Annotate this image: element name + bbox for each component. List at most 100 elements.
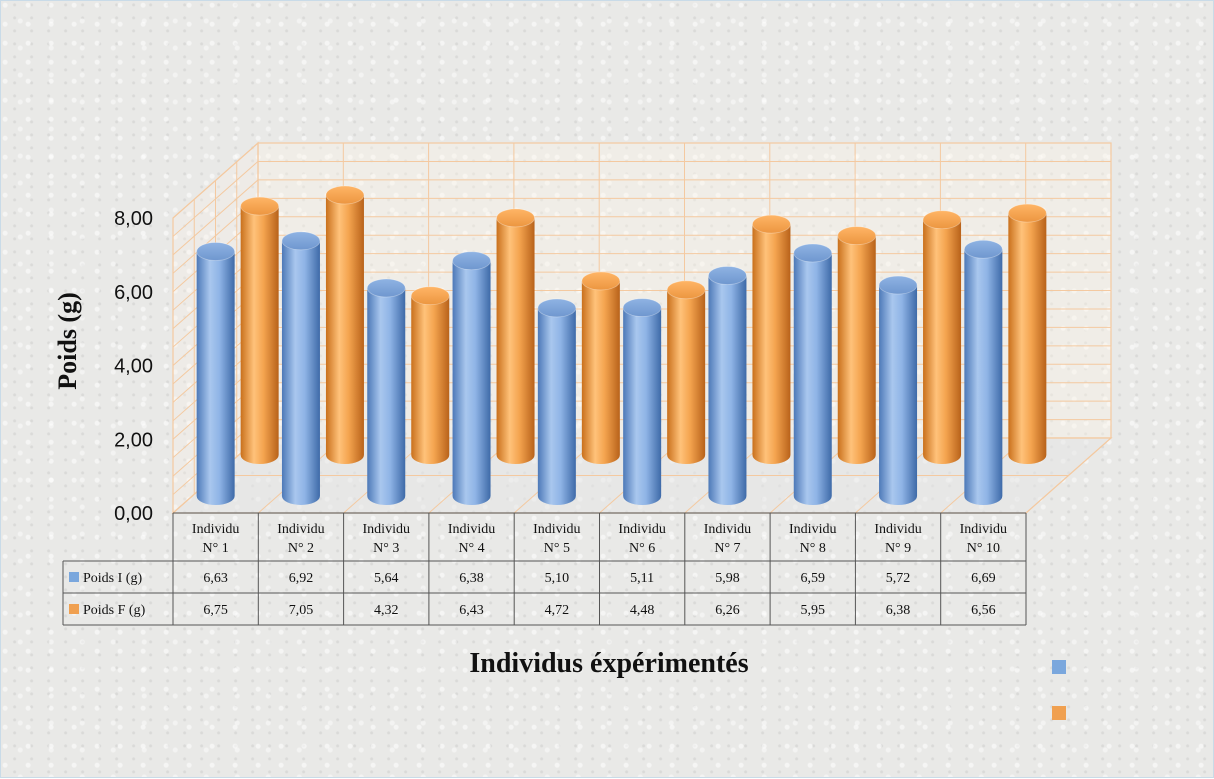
- bar-poids-i-body: [964, 249, 1003, 505]
- bar-poids-i: [452, 251, 491, 505]
- bar-poids-f: [1007, 203, 1047, 465]
- y-tick-label: 6,00: [114, 282, 153, 304]
- bar-poids-i-body: [537, 307, 576, 505]
- y-tick-label: 8,00: [114, 208, 153, 230]
- y-axis-title: Poids (g): [53, 292, 82, 390]
- data-label: 6,38: [459, 571, 484, 586]
- bar-poids-f: [410, 286, 450, 465]
- table-legend-key: [69, 572, 79, 582]
- series-name: Poids I (g): [83, 571, 142, 586]
- data-label: 6,59: [801, 571, 826, 586]
- category-label: Individu: [960, 522, 1007, 537]
- bar-poids-i-cap: [366, 278, 406, 298]
- bar-poids-f-cap: [410, 286, 450, 306]
- chart-bars: [196, 185, 1047, 505]
- bar-poids-i-body: [281, 240, 320, 505]
- bar-poids-f-cap: [837, 226, 877, 245]
- category-label: N° 5: [544, 541, 570, 556]
- data-label: 5,98: [715, 571, 740, 586]
- category-label: N° 10: [967, 541, 1000, 556]
- category-label: N° 3: [373, 541, 399, 556]
- bar-poids-f-body: [752, 224, 791, 465]
- bar-poids-f-body: [837, 235, 876, 465]
- bar-poids-i-cap: [878, 275, 918, 295]
- category-label: Individu: [448, 522, 495, 537]
- category-label: N° 2: [288, 541, 314, 556]
- legend: [1052, 660, 1066, 720]
- table-legend-key: [69, 604, 79, 614]
- data-label: 6,26: [715, 603, 740, 618]
- bar-poids-f-cap: [752, 214, 791, 234]
- bar-poids-i-cap: [708, 266, 747, 285]
- bar-poids-i: [537, 298, 577, 505]
- category-label: Individu: [618, 522, 665, 537]
- bar-poids-i-cap: [196, 242, 236, 261]
- bar-poids-f-body: [411, 295, 450, 465]
- bar-poids-f: [325, 185, 365, 465]
- bar-poids-f-body: [325, 195, 364, 465]
- bar-poids-f-body: [923, 219, 962, 465]
- category-label: Individu: [704, 522, 751, 537]
- bar-poids-i-cap: [793, 243, 833, 263]
- y-tick-label: 4,00: [114, 356, 153, 378]
- bar-poids-i: [878, 275, 918, 505]
- bar-poids-f-body: [667, 289, 706, 465]
- bar-poids-f: [752, 214, 791, 465]
- bar-poids-i-body: [196, 251, 235, 505]
- axis-titles: Poids (g) Individus éxpérimentés: [53, 292, 749, 679]
- legend-key: [1052, 706, 1066, 720]
- category-label: Individu: [789, 522, 836, 537]
- bar-poids-f-cap: [325, 185, 365, 205]
- bar-poids-i-body: [623, 307, 662, 505]
- bar-poids-f-body: [496, 217, 535, 465]
- bar-poids-i: [622, 298, 662, 505]
- data-label: 6,69: [971, 571, 996, 586]
- category-label: N° 1: [203, 541, 229, 556]
- bar-poids-f-cap: [496, 208, 535, 228]
- bar-poids-i: [793, 243, 833, 505]
- bar-poids-i-body: [452, 260, 491, 505]
- bar-poids-i-body: [879, 285, 918, 505]
- category-label: N° 6: [629, 541, 655, 556]
- bar-poids-f-cap: [922, 210, 962, 230]
- data-label: 6,56: [971, 603, 996, 618]
- bar-poids-i-body: [367, 288, 406, 505]
- y-tick-label: 0,00: [114, 503, 153, 525]
- bar-poids-f-cap: [581, 271, 621, 291]
- bar-poids-i: [366, 278, 406, 505]
- data-label: 6,92: [289, 571, 314, 586]
- y-tick-label: 2,00: [114, 429, 153, 451]
- data-label: 7,05: [289, 603, 314, 618]
- category-label: N° 7: [714, 541, 740, 556]
- bar-poids-f-body: [240, 206, 279, 465]
- data-label: 4,32: [374, 603, 399, 618]
- category-label: Individu: [277, 522, 324, 537]
- bar-poids-f: [581, 271, 621, 465]
- bar-poids-f-body: [1008, 213, 1047, 465]
- category-label: N° 4: [458, 541, 484, 556]
- data-label: 6,75: [203, 603, 228, 618]
- data-label: 4,72: [545, 603, 570, 618]
- category-label: Individu: [874, 522, 921, 537]
- data-label: 5,10: [545, 571, 570, 586]
- data-label: 5,11: [630, 571, 654, 586]
- data-label: 5,95: [801, 603, 826, 618]
- bar-poids-f: [666, 280, 706, 465]
- bar-poids-i-cap: [963, 239, 1003, 259]
- bar-poids-i-cap: [452, 251, 491, 271]
- bar-poids-i: [196, 242, 236, 505]
- bar-poids-i-cap: [537, 298, 577, 318]
- bar-poids-f: [496, 208, 535, 465]
- bar-poids-i: [708, 266, 747, 505]
- x-axis-title: Individus éxpérimentés: [469, 648, 748, 679]
- series-name: Poids F (g): [83, 603, 146, 618]
- category-label: Individu: [363, 522, 410, 537]
- category-label: Individu: [533, 522, 580, 537]
- bar-poids-i-cap: [281, 231, 321, 251]
- bar-poids-f: [837, 226, 877, 465]
- data-label: 6,43: [459, 603, 484, 618]
- data-label: 5,72: [886, 571, 911, 586]
- bar-poids-f: [922, 210, 962, 465]
- bar-poids-i: [963, 239, 1003, 505]
